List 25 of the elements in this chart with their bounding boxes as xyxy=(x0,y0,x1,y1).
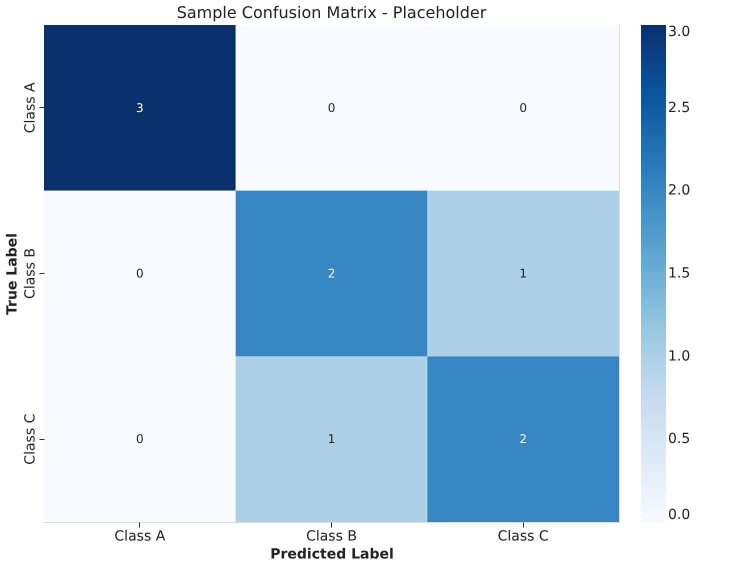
x-tick-label: Class B xyxy=(306,528,357,544)
color-bar-label: 2.5 xyxy=(668,100,690,116)
x-tick-label: Class A xyxy=(114,528,166,544)
data-label: 0 xyxy=(328,100,336,115)
data-label: 2 xyxy=(519,432,527,446)
y-tick-label: Class A xyxy=(22,82,38,134)
color-bar-label: 0.0 xyxy=(668,507,690,523)
color-bar-label: 1.0 xyxy=(668,348,690,364)
x-axis-title: Predicted Label xyxy=(270,546,394,562)
data-label: 2 xyxy=(328,266,336,280)
y-axis-title: True Label xyxy=(4,233,20,315)
color-bar-label: 3.0 xyxy=(668,24,690,40)
y-tick-label: Class B xyxy=(22,248,38,299)
x-tick-label: Class C xyxy=(498,528,549,544)
y-tick-label: Class C xyxy=(22,413,38,465)
color-bar-label: 0.5 xyxy=(668,431,690,448)
data-label: 3 xyxy=(136,100,144,115)
data-label: 0 xyxy=(136,266,144,280)
color-bar-label: 1.5 xyxy=(668,266,690,282)
color-bar-label: 2.0 xyxy=(668,182,690,199)
data-label: 0 xyxy=(136,432,144,446)
data-label: 0 xyxy=(519,100,527,115)
data-label: 1 xyxy=(519,266,527,280)
chart-title: Sample Confusion Matrix - Placeholder xyxy=(176,3,487,22)
data-label: 1 xyxy=(328,432,336,446)
